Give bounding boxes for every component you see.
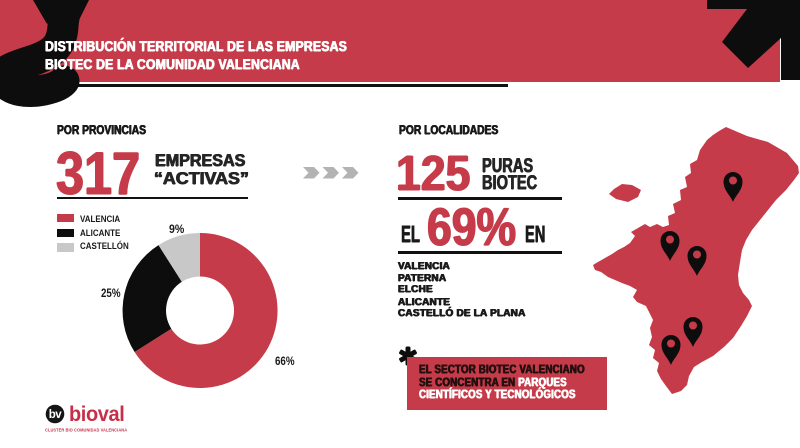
svg-text:bv: bv xyxy=(49,409,63,421)
